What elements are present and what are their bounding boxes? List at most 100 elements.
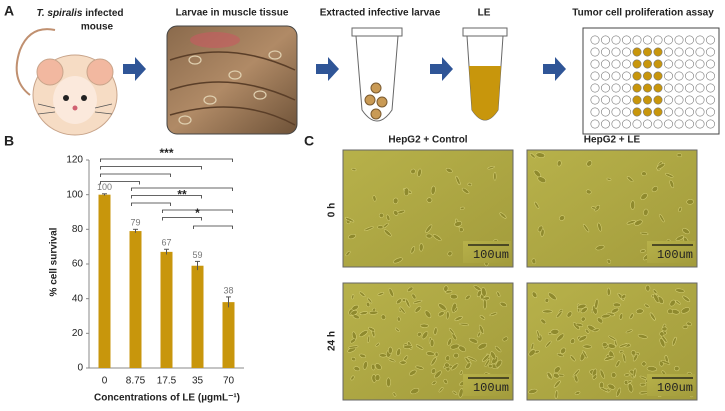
well — [674, 71, 684, 81]
cell — [388, 346, 393, 354]
cell — [531, 258, 537, 265]
cell — [367, 297, 373, 304]
cell — [595, 245, 605, 251]
significance-label: *** — [159, 146, 173, 160]
cell — [473, 285, 482, 291]
cell — [494, 346, 502, 353]
cell — [496, 291, 501, 298]
cell — [557, 160, 562, 167]
cell — [453, 352, 459, 359]
well — [653, 119, 663, 129]
cell — [459, 322, 470, 326]
cell — [653, 293, 660, 303]
well — [663, 95, 673, 105]
cell — [368, 327, 375, 332]
well — [674, 107, 684, 117]
cell — [606, 177, 612, 181]
well — [632, 59, 642, 69]
cell — [449, 293, 458, 300]
cell — [529, 153, 536, 159]
cell — [537, 176, 547, 183]
x-tick-label: 35 — [192, 376, 204, 387]
cell — [430, 185, 436, 195]
cell — [553, 372, 560, 379]
well — [632, 35, 642, 45]
cell — [388, 288, 394, 297]
cell — [426, 197, 433, 203]
well — [674, 35, 684, 45]
cell — [403, 344, 413, 349]
well — [705, 95, 715, 105]
cell — [468, 337, 479, 344]
cell — [619, 349, 624, 354]
well — [684, 83, 694, 93]
cell — [393, 210, 399, 216]
cell — [445, 311, 450, 320]
well — [642, 35, 652, 45]
well — [705, 71, 715, 81]
cell — [546, 371, 553, 380]
significance-bracket — [131, 195, 202, 199]
cell — [553, 380, 561, 388]
cell — [419, 323, 429, 328]
panel-label: B — [4, 133, 14, 149]
cell — [502, 336, 509, 342]
well — [674, 47, 684, 57]
cell — [350, 375, 355, 381]
cell — [577, 303, 587, 310]
cell — [366, 302, 371, 307]
cell — [661, 326, 668, 332]
y-tick-label: 0 — [77, 363, 83, 374]
cell — [606, 287, 611, 296]
cell — [421, 331, 429, 340]
cell — [622, 353, 627, 363]
cell — [434, 351, 439, 357]
well — [632, 119, 642, 129]
cell — [606, 259, 611, 264]
cell — [573, 374, 579, 383]
cell — [674, 365, 680, 372]
well — [705, 47, 715, 57]
well — [642, 95, 652, 105]
cell — [634, 219, 643, 226]
cell — [623, 380, 629, 385]
cell — [392, 197, 399, 204]
cell — [646, 366, 658, 372]
cell — [359, 311, 368, 315]
y-tick-label: 20 — [72, 328, 84, 339]
micrograph: 100um — [342, 282, 514, 401]
cell — [632, 368, 637, 378]
cell — [686, 199, 694, 205]
tube-le — [462, 27, 508, 121]
well — [695, 119, 705, 129]
cell — [528, 388, 538, 394]
cell — [450, 343, 460, 350]
significance-bracket — [100, 173, 171, 177]
cell — [627, 380, 633, 384]
value-label: 38 — [223, 285, 233, 295]
cell — [643, 208, 649, 216]
well — [695, 83, 705, 93]
well — [695, 35, 705, 45]
cell — [611, 372, 617, 378]
cell — [396, 298, 402, 305]
well — [632, 47, 642, 57]
step-label-part: infected — [85, 8, 123, 19]
cell — [482, 353, 490, 362]
cell — [477, 331, 481, 338]
cell — [351, 168, 357, 172]
cell — [414, 306, 422, 313]
cell — [351, 304, 359, 311]
well — [590, 71, 600, 81]
cell — [612, 302, 621, 308]
cell — [580, 307, 588, 314]
cell — [359, 353, 366, 358]
cell — [536, 330, 541, 338]
cell — [386, 377, 391, 388]
cell — [455, 175, 461, 186]
significance-bracket — [193, 225, 233, 229]
cell — [554, 390, 559, 399]
cell — [379, 212, 384, 218]
cell — [611, 307, 620, 314]
cell — [599, 369, 605, 379]
